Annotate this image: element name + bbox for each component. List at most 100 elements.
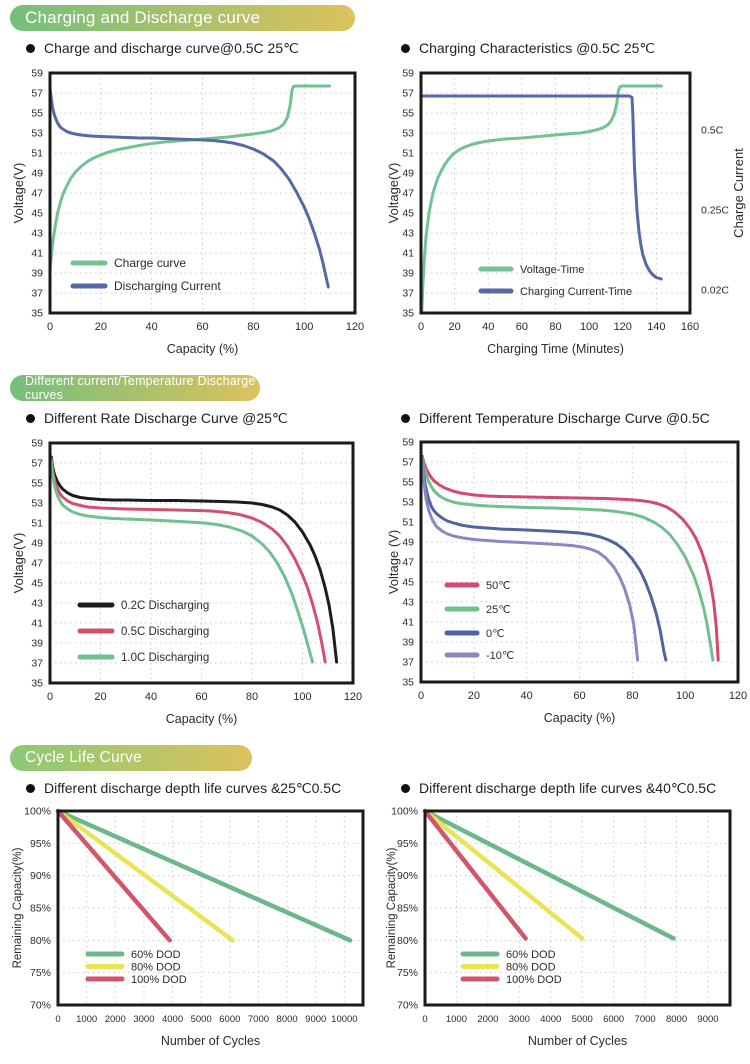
bullet-icon bbox=[401, 413, 410, 423]
svg-text:100: 100 bbox=[295, 321, 313, 333]
svg-text:0℃: 0℃ bbox=[486, 628, 504, 640]
svg-text:41: 41 bbox=[402, 617, 414, 629]
svg-text:100: 100 bbox=[580, 321, 598, 333]
svg-text:0.5C: 0.5C bbox=[701, 125, 724, 137]
svg-text:80: 80 bbox=[246, 691, 258, 703]
svg-text:100% DOD: 100% DOD bbox=[506, 974, 562, 986]
svg-text:80% DOD: 80% DOD bbox=[506, 961, 556, 973]
svg-text:85%: 85% bbox=[397, 903, 418, 915]
svg-text:60: 60 bbox=[195, 691, 207, 703]
bullet-icon bbox=[26, 44, 35, 53]
svg-text:53: 53 bbox=[31, 498, 43, 510]
chart-block-cycle-life-40: Different discharge depth life curves &4… bbox=[385, 771, 750, 1061]
svg-text:Number of Cycles: Number of Cycles bbox=[528, 1034, 627, 1048]
temperature-discharge-chart: 35 37 39 41 43 45 47 49 51 53 55 57 59 0 20 40 60 80 100 12… bbox=[385, 428, 750, 738]
svg-text:20: 20 bbox=[94, 691, 106, 703]
svg-text:59: 59 bbox=[402, 68, 414, 80]
svg-text:39: 39 bbox=[31, 268, 43, 280]
svg-text:0: 0 bbox=[422, 1014, 427, 1025]
svg-text:41: 41 bbox=[31, 618, 43, 630]
svg-text:37: 37 bbox=[31, 658, 43, 670]
charts-row-2: Different Rate Discharge Curve @25℃ 35 37… bbox=[0, 401, 750, 739]
chart-block-cycle-life-25: Different discharge depth life curves &2… bbox=[10, 771, 380, 1061]
chart-block-temperature-discharge: Different Temperature Discharge Curve @0… bbox=[385, 401, 750, 739]
svg-text:6000: 6000 bbox=[603, 1014, 624, 1025]
svg-text:3000: 3000 bbox=[133, 1014, 154, 1025]
svg-text:53: 53 bbox=[402, 497, 414, 509]
svg-text:0: 0 bbox=[47, 321, 53, 333]
svg-text:59: 59 bbox=[31, 68, 43, 80]
svg-text:95%: 95% bbox=[397, 838, 418, 850]
svg-text:2000: 2000 bbox=[105, 1014, 126, 1025]
svg-text:45: 45 bbox=[402, 208, 414, 220]
svg-text:Charging Current-Time: Charging Current-Time bbox=[520, 286, 632, 298]
svg-text:90%: 90% bbox=[30, 870, 51, 882]
bullet-icon bbox=[401, 44, 410, 53]
chart-title-row: Different Temperature Discharge Curve @0… bbox=[401, 410, 750, 426]
svg-text:43: 43 bbox=[31, 598, 43, 610]
svg-text:53: 53 bbox=[402, 128, 414, 140]
svg-text:0.02C: 0.02C bbox=[701, 285, 729, 297]
svg-text:43: 43 bbox=[31, 228, 43, 240]
svg-text:37: 37 bbox=[402, 657, 414, 669]
cycle-life-40c-chart: 70% 75% 80% 85% 90% 95% 100% 0 1000 2000 3000 4000 5… bbox=[385, 799, 750, 1061]
svg-text:120: 120 bbox=[344, 691, 362, 703]
bullet-icon bbox=[26, 414, 35, 423]
svg-text:51: 51 bbox=[31, 148, 43, 160]
svg-text:49: 49 bbox=[31, 168, 43, 180]
svg-text:55: 55 bbox=[402, 477, 414, 489]
svg-text:120: 120 bbox=[729, 690, 747, 702]
svg-text:Voltage (V): Voltage (V) bbox=[386, 530, 401, 594]
banner-label: Cycle Life Curve bbox=[25, 749, 142, 766]
svg-text:0: 0 bbox=[55, 1014, 60, 1025]
svg-text:7000: 7000 bbox=[635, 1014, 656, 1025]
svg-text:Charge curve: Charge curve bbox=[114, 256, 186, 270]
svg-text:9000: 9000 bbox=[697, 1014, 718, 1025]
svg-text:95%: 95% bbox=[30, 838, 51, 850]
svg-text:Remaining Capacity(%): Remaining Capacity(%) bbox=[12, 847, 24, 968]
section-banner: Charging and Discharge curve bbox=[10, 5, 355, 31]
svg-text:40: 40 bbox=[521, 690, 533, 702]
svg-text:57: 57 bbox=[402, 457, 414, 469]
svg-text:51: 51 bbox=[402, 517, 414, 529]
svg-text:80%: 80% bbox=[30, 935, 51, 947]
svg-text:51: 51 bbox=[31, 518, 43, 530]
section-cycle-life: Cycle Life Curve Different discharge dep… bbox=[0, 745, 750, 1061]
svg-text:80: 80 bbox=[626, 690, 638, 702]
svg-text:40: 40 bbox=[482, 321, 494, 333]
svg-text:47: 47 bbox=[31, 558, 43, 570]
svg-text:45: 45 bbox=[31, 578, 43, 590]
svg-text:Capacity (%): Capacity (%) bbox=[167, 342, 239, 356]
svg-text:40: 40 bbox=[146, 321, 158, 333]
svg-text:120: 120 bbox=[346, 321, 364, 333]
svg-text:90%: 90% bbox=[397, 870, 418, 882]
svg-text:40: 40 bbox=[145, 691, 157, 703]
bullet-icon bbox=[401, 784, 410, 793]
svg-text:1000: 1000 bbox=[446, 1014, 467, 1025]
svg-text:Remaining Capacity(%): Remaining Capacity(%) bbox=[386, 847, 398, 968]
svg-text:Voltage-Time: Voltage-Time bbox=[520, 264, 584, 276]
svg-text:57: 57 bbox=[402, 88, 414, 100]
svg-text:80: 80 bbox=[549, 321, 561, 333]
svg-text:Capacity (%): Capacity (%) bbox=[544, 711, 616, 725]
svg-text:60% DOD: 60% DOD bbox=[506, 949, 556, 961]
section-banner: Cycle Life Curve bbox=[10, 745, 252, 771]
battery-curves-page: { "page": {"background": "#ffffff", "ban… bbox=[0, 5, 750, 1064]
svg-text:59: 59 bbox=[402, 437, 414, 449]
svg-text:47: 47 bbox=[31, 188, 43, 200]
chart-title: Different Rate Discharge Curve @25℃ bbox=[44, 410, 288, 426]
svg-text:0.5C Discharging: 0.5C Discharging bbox=[121, 626, 209, 638]
svg-text:100% DOD: 100% DOD bbox=[131, 974, 187, 986]
svg-text:1.0C Discharging: 1.0C Discharging bbox=[121, 652, 209, 664]
svg-text:39: 39 bbox=[402, 637, 414, 649]
svg-text:5000: 5000 bbox=[572, 1014, 593, 1025]
svg-text:43: 43 bbox=[402, 597, 414, 609]
svg-text:25℃: 25℃ bbox=[486, 604, 511, 616]
svg-text:10000: 10000 bbox=[331, 1014, 357, 1025]
charts-row-1: Charge and discharge curve@0.5C 25℃ 35 37… bbox=[0, 31, 750, 369]
svg-text:59: 59 bbox=[31, 438, 43, 450]
svg-text:4000: 4000 bbox=[162, 1014, 183, 1025]
svg-text:Charge Current: Charge Current bbox=[731, 148, 746, 238]
svg-text:39: 39 bbox=[402, 268, 414, 280]
svg-text:45: 45 bbox=[402, 577, 414, 589]
